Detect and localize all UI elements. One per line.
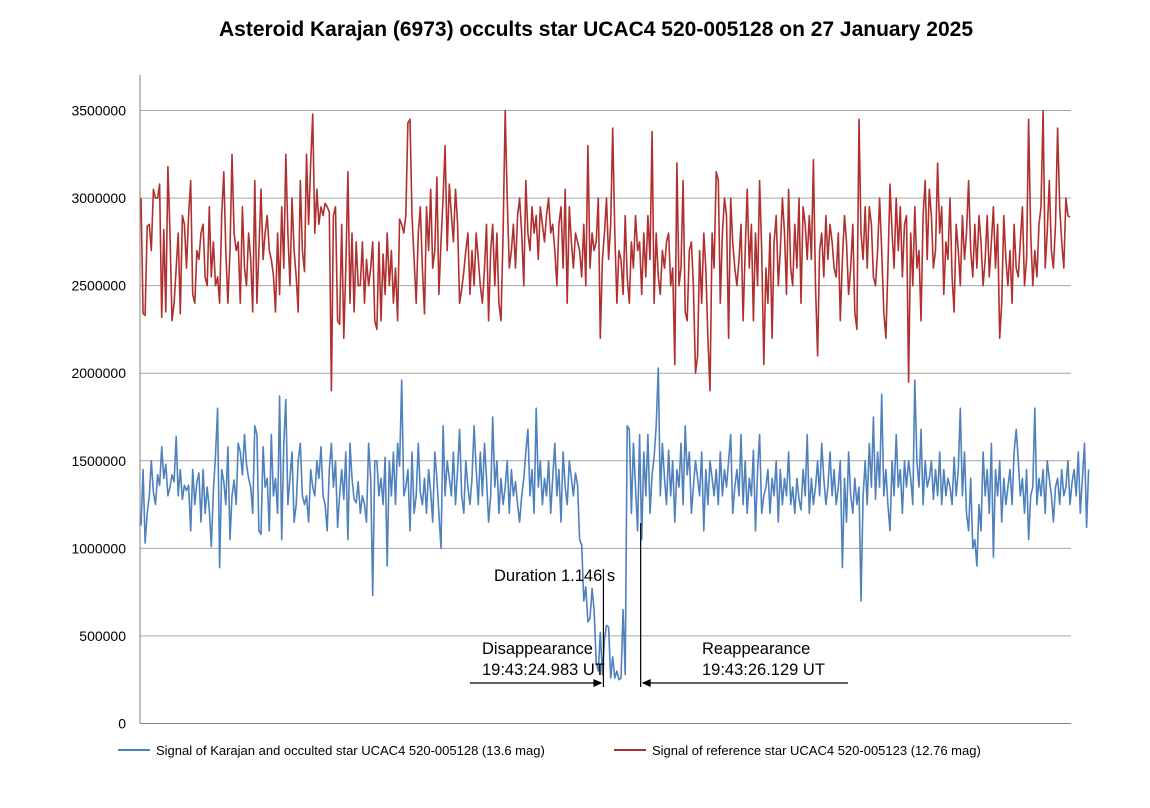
axes bbox=[139, 75, 1071, 724]
series-line-karajan bbox=[140, 367, 1090, 681]
y-tick-label: 2000000 bbox=[71, 365, 126, 381]
legend: Signal of Karajan and occulted star UCAC… bbox=[118, 743, 981, 758]
legend-label-karajan: Signal of Karajan and occulted star UCAC… bbox=[156, 743, 545, 758]
chart-title: Asteroid Karajan (6973) occults star UCA… bbox=[219, 18, 973, 41]
reappearance-arrow-head bbox=[641, 679, 651, 687]
disappearance-label: Disappearance bbox=[482, 640, 593, 658]
y-tick-label: 0 bbox=[118, 716, 126, 732]
reappearance-time: 19:43:26.129 UT bbox=[702, 661, 825, 679]
y-tick-labels: 0 500000 1000000 1500000 2000000 2500000 30000… bbox=[71, 103, 126, 732]
y-tick-label: 1000000 bbox=[71, 540, 126, 556]
y-tick-label: 3000000 bbox=[71, 190, 126, 206]
duration-label: Duration 1.146 s bbox=[494, 567, 615, 585]
disappearance-arrow-head bbox=[593, 679, 603, 687]
gridlines bbox=[140, 110, 1071, 637]
y-tick-label: 500000 bbox=[79, 628, 126, 644]
legend-label-reference: Signal of reference star UCAC4 520-00512… bbox=[652, 743, 981, 758]
y-tick-label: 3500000 bbox=[71, 103, 126, 119]
series-line-reference bbox=[140, 109, 1071, 392]
disappearance-time: 19:43:24.983 UT bbox=[482, 661, 605, 679]
reappearance-label: Reappearance bbox=[702, 640, 810, 658]
annotations: Duration 1.146 s Disappearance 19:43:24.… bbox=[470, 523, 848, 687]
y-tick-label: 1500000 bbox=[71, 453, 126, 469]
y-tick-label: 2500000 bbox=[71, 278, 126, 294]
series-layer bbox=[140, 109, 1090, 681]
